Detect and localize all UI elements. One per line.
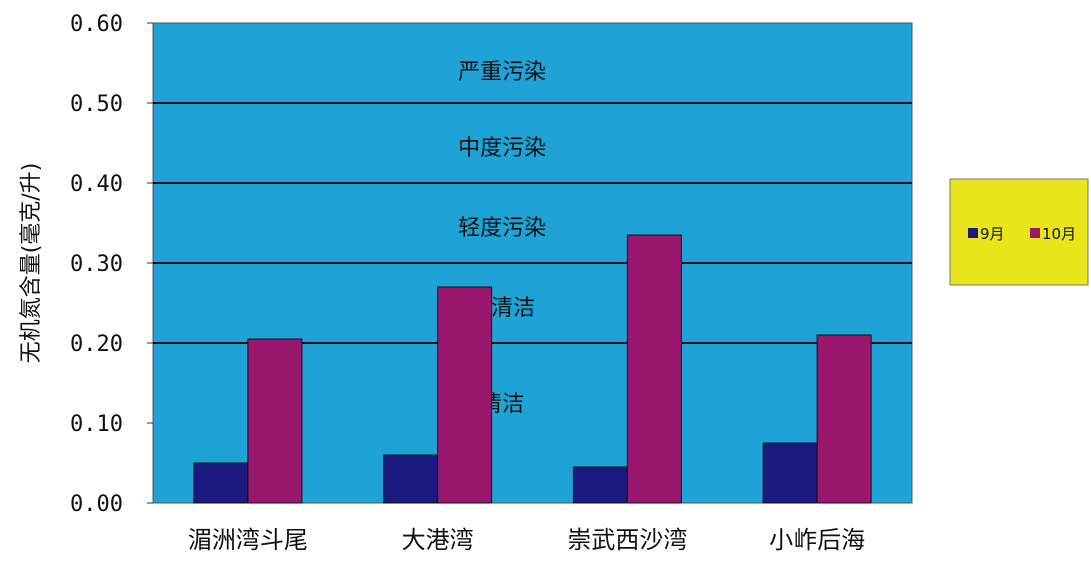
zone-label: 严重污染 (458, 60, 546, 85)
y-axis-ticks: 0.00 0.10 0.20 0.30 0.40 0.50 0.60 (70, 12, 153, 517)
legend: 9月 10月 (949, 178, 1089, 286)
legend-swatch (1030, 228, 1040, 238)
legend-swatch (968, 228, 978, 238)
x-axis-categories: 湄洲湾斗尾 大港湾 崇武西沙湾 小岞后海 (188, 526, 865, 554)
x-category-label: 小岞后海 (769, 526, 865, 554)
bar (762, 442, 818, 504)
bar (572, 466, 628, 504)
legend-label: 10月 (1042, 225, 1076, 243)
zone-label: 轻度污染 (458, 216, 546, 241)
x-category-label: 大港湾 (402, 526, 474, 554)
x-category-label: 崇武西沙湾 (567, 526, 687, 554)
bar (437, 286, 493, 504)
bar (383, 454, 439, 504)
y-tick-label: 0.20 (70, 332, 123, 357)
y-axis-label: 无机氮含量(毫克/升) (19, 163, 44, 364)
y-tick-label: 0.60 (70, 12, 123, 37)
bar (626, 234, 682, 504)
bars (193, 234, 872, 504)
y-tick-label: 0.30 (70, 252, 123, 277)
y-tick-label: 0.00 (70, 492, 123, 517)
legend-label: 9月 (980, 225, 1005, 243)
bar (816, 334, 872, 504)
y-tick-label: 0.10 (70, 412, 123, 437)
y-tick-label: 0.40 (70, 172, 123, 197)
y-tick-label: 0.50 (70, 92, 123, 117)
x-category-label: 湄洲湾斗尾 (188, 526, 308, 554)
zone-label: 中度污染 (458, 136, 546, 161)
bar (247, 338, 303, 504)
bar (193, 462, 249, 504)
